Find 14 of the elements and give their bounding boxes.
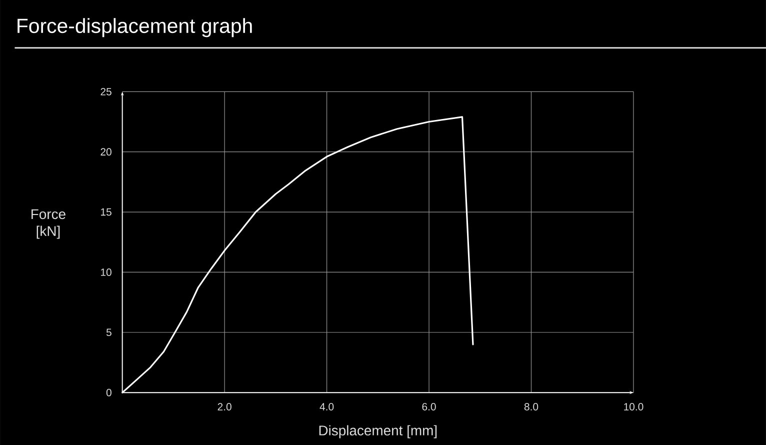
y-tick-label: 25 xyxy=(100,88,112,96)
x-tick-label: 8.0 xyxy=(524,402,538,410)
x-tick-label: 6.0 xyxy=(422,402,436,410)
x-tick-label: 10.0 xyxy=(624,402,644,410)
y-axis-title: Force [kN] xyxy=(32,209,66,239)
x-tick-label: 4.0 xyxy=(320,402,334,410)
y-tick-label: 10 xyxy=(101,268,112,276)
x-tick-label: 2.0 xyxy=(218,402,232,410)
x-axis-title: Displacement [mm] xyxy=(319,425,437,438)
chart-title: Force-displacement graph xyxy=(18,18,252,37)
y-tick-label: 15 xyxy=(101,208,112,216)
y-tick-label: 20 xyxy=(100,148,112,156)
y-tick-label: 0 xyxy=(106,388,112,396)
y-tick-label: 5 xyxy=(106,328,112,336)
